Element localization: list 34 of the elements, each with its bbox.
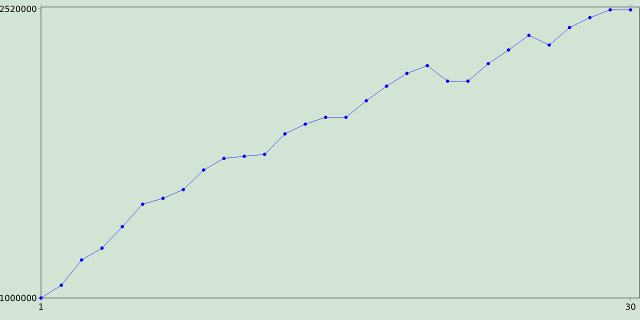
point xyxy=(39,296,43,300)
x-tick-label: 30 xyxy=(626,304,636,310)
point xyxy=(364,99,368,102)
point xyxy=(100,246,104,250)
point xyxy=(242,154,246,158)
point xyxy=(262,152,266,156)
point xyxy=(548,43,551,47)
point xyxy=(608,8,612,12)
point xyxy=(588,16,592,20)
point xyxy=(120,224,124,228)
point xyxy=(344,116,348,120)
y-tick-label: 1000000 xyxy=(0,294,36,302)
y-tick-label: 2520000 xyxy=(0,6,36,12)
point xyxy=(80,258,84,262)
point xyxy=(324,116,328,120)
point xyxy=(304,122,307,126)
point xyxy=(60,284,64,287)
point xyxy=(527,34,531,38)
point xyxy=(182,188,186,192)
x-tick-label: 1 xyxy=(39,304,43,310)
point xyxy=(628,8,632,12)
point xyxy=(486,62,490,66)
point xyxy=(466,79,470,83)
point xyxy=(405,72,409,76)
point xyxy=(446,79,450,83)
point xyxy=(140,202,144,206)
point xyxy=(426,64,429,68)
point xyxy=(222,156,226,160)
point xyxy=(202,168,206,172)
point xyxy=(161,196,165,200)
point xyxy=(384,84,388,88)
point xyxy=(568,26,572,30)
point xyxy=(506,48,510,52)
point xyxy=(283,132,287,136)
